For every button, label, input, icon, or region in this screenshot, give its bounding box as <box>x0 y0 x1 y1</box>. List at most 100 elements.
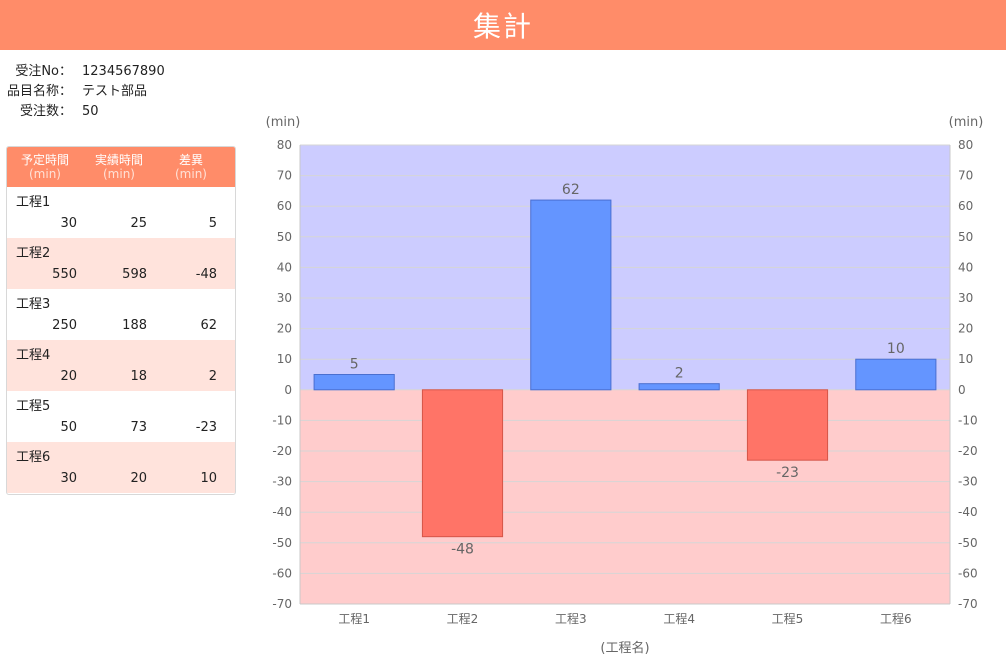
y-tick-label-right: 40 <box>958 260 973 274</box>
y-tick-label-right: -60 <box>958 566 978 580</box>
planned-time-cell: 20 <box>60 369 77 384</box>
y-tick-label-left: 30 <box>277 291 292 305</box>
x-tick-label: 工程1 <box>338 611 370 626</box>
table-row: 工程4 20 18 2 <box>7 340 235 391</box>
header-actual-time: 実績時間 (min) <box>83 147 155 187</box>
y-tick-label-left: 20 <box>277 322 292 336</box>
difference-cell: 62 <box>200 318 217 333</box>
order-number-value: 1234567890 <box>82 64 165 79</box>
difference-cell: 10 <box>200 471 217 486</box>
y-tick-label-right: -50 <box>958 536 978 550</box>
y-tick-label-left: 10 <box>277 352 292 366</box>
y-tick-label-right: 20 <box>958 322 973 336</box>
difference-chart: (min) (min) (工程名) 80 80 70 70 60 60 50 50 40 40 30… <box>250 110 1006 670</box>
item-name-row: 品目名称： テスト部品 <box>0 82 165 102</box>
y-tick-label-left: -60 <box>272 566 292 580</box>
header-actual-time-label: 実績時間 <box>94 153 143 167</box>
difference-cell: -48 <box>195 267 217 282</box>
table-row: 工程1 30 25 5 <box>7 187 235 238</box>
actual-time-cell: 20 <box>130 471 147 486</box>
data-label: -48 <box>451 542 474 558</box>
planned-time-cell: 50 <box>60 420 77 435</box>
y-tick-label-left: 50 <box>277 230 292 244</box>
actual-time-cell: 73 <box>130 420 147 435</box>
table-row: 工程5 50 73 -23 <box>7 391 235 442</box>
page-title: 集計 <box>472 10 533 43</box>
y-tick-label-left: -20 <box>272 444 292 458</box>
y-tick-label-left: 40 <box>277 260 292 274</box>
y-tick-label-right: -70 <box>958 597 978 611</box>
table-row: 工程3 250 188 62 <box>7 289 235 340</box>
order-number-label: 受注No： <box>15 64 72 79</box>
y-tick-label-left: 70 <box>277 169 292 183</box>
bar <box>421 389 504 538</box>
y-tick-label-left: -70 <box>272 597 292 611</box>
header-difference: 差異 (min) <box>155 147 227 187</box>
planned-time-cell: 550 <box>52 267 77 282</box>
bar <box>638 383 720 391</box>
x-axis-label: (工程名) <box>600 640 649 656</box>
table-row: 工程2 550 598 -48 <box>7 238 235 289</box>
data-label: 62 <box>562 182 580 198</box>
y-tick-label-left: -30 <box>272 475 292 489</box>
y-axis-label-right: (min) <box>949 115 984 130</box>
order-quantity-row: 受注数： 50 <box>0 102 165 122</box>
actual-time-cell: 598 <box>122 267 147 282</box>
planned-time-cell: 30 <box>60 471 77 486</box>
process-name: 工程4 <box>16 348 51 363</box>
data-label: 2 <box>675 366 684 382</box>
chart-svg: (min) (min) (工程名) 80 80 70 70 60 60 50 50 40 40 30… <box>266 115 984 656</box>
plot-area: 80 80 70 70 60 60 50 50 40 40 30 30 20 20 10 10 0 0 -10 -10… <box>272 138 977 626</box>
order-number-row: 受注No： 1234567890 <box>0 62 165 82</box>
y-tick-label-right: 30 <box>958 291 973 305</box>
x-tick-label: 工程2 <box>447 611 479 626</box>
data-label: -23 <box>776 465 799 481</box>
item-name-value: テスト部品 <box>82 84 148 99</box>
bar <box>855 358 937 391</box>
x-tick-label: 工程4 <box>663 611 695 626</box>
header-difference-label: 差異 <box>178 153 203 167</box>
difference-cell: 5 <box>208 216 217 231</box>
y-tick-label-right: 80 <box>958 138 973 152</box>
planned-time-cell: 250 <box>52 318 77 333</box>
process-name: 工程1 <box>16 195 51 210</box>
planned-time-cell: 30 <box>60 216 77 231</box>
x-tick-label: 工程3 <box>555 611 587 626</box>
negative-region-background <box>300 389 950 604</box>
order-info: 受注No： 1234567890 品目名称： テスト部品 受注数： 50 <box>0 62 165 122</box>
order-quantity-value: 50 <box>82 104 99 119</box>
header-actual-time-unit: (min) <box>103 167 135 181</box>
y-tick-label-right: -10 <box>958 413 978 427</box>
process-name: 工程6 <box>16 450 51 465</box>
y-tick-label-right: 10 <box>958 352 973 366</box>
item-name-label: 品目名称： <box>6 84 72 99</box>
y-tick-label-right: -20 <box>958 444 978 458</box>
data-label: 10 <box>887 341 905 357</box>
y-tick-label-left: 80 <box>277 138 292 152</box>
bar <box>530 199 612 391</box>
header-planned-time: 予定時間 (min) <box>7 147 83 187</box>
bar <box>313 374 395 391</box>
x-tick-label: 工程5 <box>772 611 804 626</box>
process-name: 工程3 <box>16 297 51 312</box>
y-tick-label-left: 0 <box>284 383 292 397</box>
table-header: 予定時間 (min) 実績時間 (min) 差異 (min) <box>7 147 235 187</box>
difference-cell: -23 <box>195 420 217 435</box>
y-tick-label-left: -50 <box>272 536 292 550</box>
y-tick-label-left: 60 <box>277 199 292 213</box>
y-tick-label-right: 0 <box>958 383 966 397</box>
y-tick-label-left: -40 <box>272 505 292 519</box>
header-planned-time-unit: (min) <box>29 167 61 181</box>
difference-cell: 2 <box>208 369 217 384</box>
y-tick-label-right: 70 <box>958 169 973 183</box>
header-planned-time-label: 予定時間 <box>20 153 69 167</box>
actual-time-cell: 188 <box>122 318 147 333</box>
y-axis-label-left: (min) <box>266 115 301 130</box>
process-time-table: 予定時間 (min) 実績時間 (min) 差異 (min) 工程1 30 25… <box>6 146 236 495</box>
y-tick-label-right: 60 <box>958 199 973 213</box>
table-row: 工程6 30 20 10 <box>7 442 235 493</box>
y-tick-label-right: -30 <box>958 475 978 489</box>
page-header: 集計 <box>0 0 1006 50</box>
y-tick-label-right: 50 <box>958 230 973 244</box>
process-name: 工程5 <box>16 399 51 414</box>
